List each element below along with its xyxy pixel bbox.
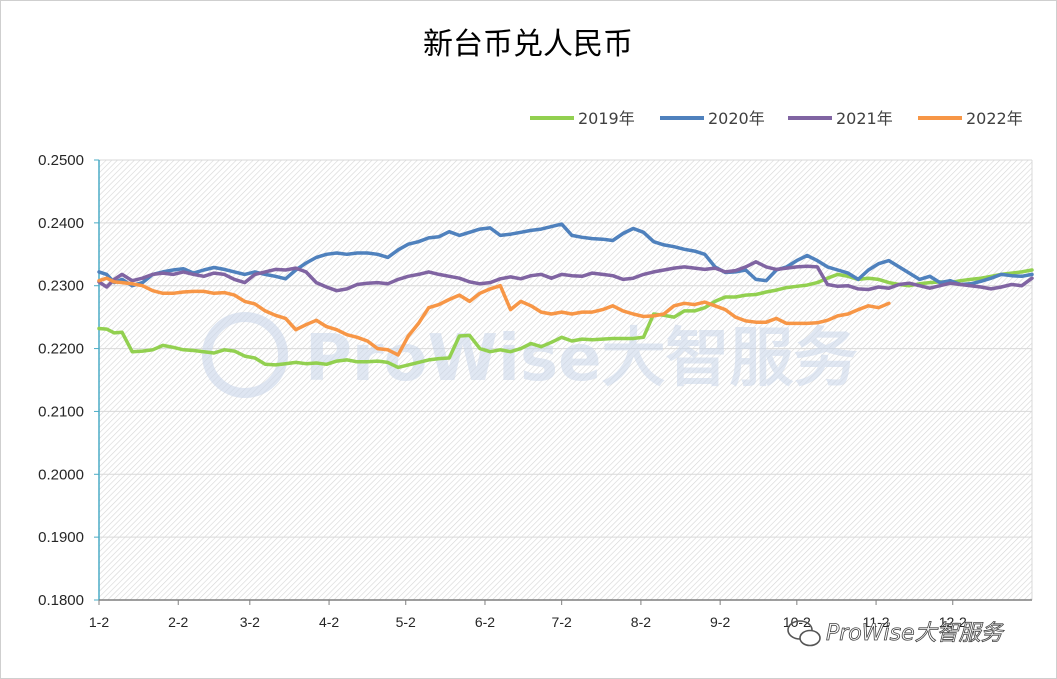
corner-brand-text: ProWise大智服务: [826, 621, 1005, 646]
x-tick-label: 8-2: [631, 614, 651, 630]
legend-label: 2022年: [966, 109, 1023, 128]
x-tick-label: 6-2: [475, 614, 495, 630]
plot-area: [99, 160, 1032, 600]
series-line-2019年: [97, 268, 1034, 370]
y-tick-label: 0.1800: [38, 592, 84, 609]
series-lines: [97, 222, 1034, 370]
y-tick-label: 0.2500: [38, 152, 84, 169]
watermark: ProWise大智服务: [202, 312, 857, 398]
y-tick-label: 0.2200: [38, 341, 84, 358]
x-tick-label: 5-2: [396, 614, 416, 630]
series-line-2022年: [97, 276, 891, 357]
y-tick-label: 0.2400: [38, 215, 84, 232]
watermark-logo-icon: [202, 312, 288, 398]
x-tick-label: 7-2: [552, 614, 572, 630]
x-tick-label: 2-2: [168, 614, 188, 630]
legend-label: 2019年: [578, 109, 635, 128]
y-tick-label: 0.2100: [38, 403, 84, 420]
x-tick-label: 11-2: [863, 614, 890, 630]
x-tick-label: 9-2: [710, 614, 730, 630]
x-tick-label: 1-2: [89, 614, 109, 630]
series-line-2021年: [97, 260, 1034, 293]
x-tick-label: 12-2: [939, 614, 967, 630]
x-tick-label: 4-2: [319, 614, 339, 630]
y-tick-label: 0.2000: [38, 466, 84, 483]
wechat-bubble-right: [799, 629, 821, 647]
legend-label: 2020年: [708, 109, 765, 128]
legend-label: 2021年: [836, 109, 893, 128]
y-tick-label: 0.1900: [38, 529, 84, 546]
y-tick-label: 0.2300: [38, 278, 84, 295]
axes: 0.2500 0.2400 0.2300 0.2200 0.2100 0.2000 0.19…: [38, 152, 1032, 630]
watermark-brand-text: ProWise大智服务: [305, 322, 857, 396]
legend: 2019年 2020年 2021年 2022年: [530, 109, 1023, 128]
chart-title: 新台币兑人民币: [423, 27, 633, 62]
wechat-icon: [787, 620, 821, 647]
series-line-2020年: [97, 222, 1034, 288]
x-tick-label: 3-2: [240, 614, 260, 630]
corner-watermark: ProWise大智服务: [787, 620, 1005, 647]
